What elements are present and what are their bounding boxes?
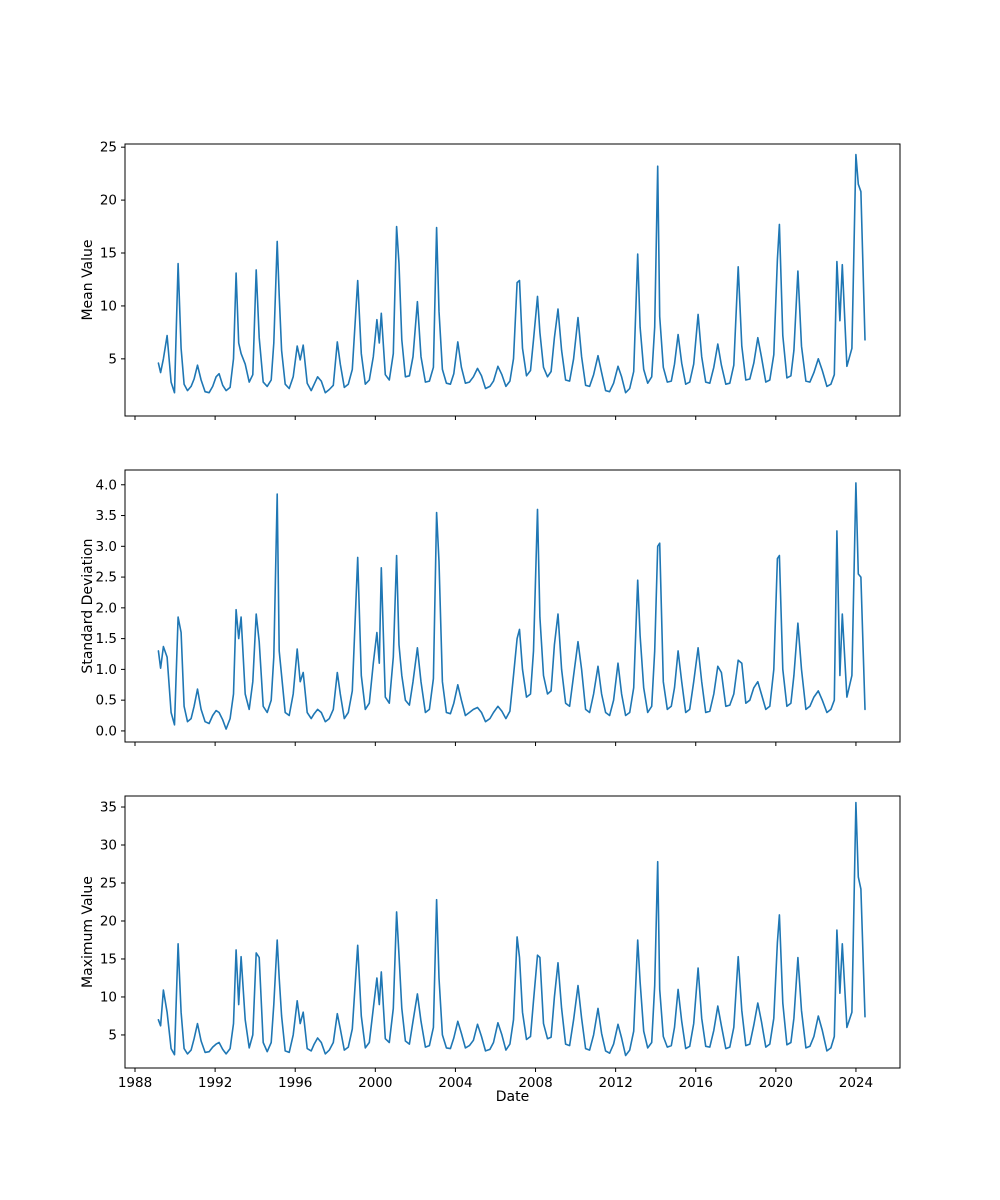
- ylabel-standard-deviation: Standard Deviation: [80, 538, 96, 674]
- x-tick-label: 2024: [839, 1075, 873, 1091]
- y-tick-label: 25: [100, 875, 117, 891]
- axes-frame: [124, 143, 901, 417]
- y-tick-label: 4.0: [96, 477, 117, 493]
- y-tick-label: 2.5: [96, 570, 117, 586]
- y-tick-label: 1.0: [96, 662, 117, 678]
- y-tick-label: 35: [100, 800, 117, 816]
- xlabel-date: Date: [495, 1089, 530, 1105]
- x-tick-label: 1988: [118, 1075, 152, 1091]
- x-tick-label: 2012: [598, 1075, 632, 1091]
- x-tick-label: 2016: [679, 1075, 713, 1091]
- y-tick-label: 15: [100, 951, 117, 967]
- y-tick-label: 3.5: [96, 508, 117, 524]
- y-tick-label: 3.0: [96, 539, 117, 555]
- series-line: [157, 801, 866, 1057]
- x-tick-label: 1996: [278, 1075, 312, 1091]
- y-tick-label: 10: [100, 989, 117, 1005]
- series-line: [157, 153, 866, 394]
- x-tick-label: 2004: [438, 1075, 472, 1091]
- y-tick-label: 20: [100, 193, 117, 209]
- y-tick-label: 5: [108, 1027, 117, 1043]
- y-tick-label: 0.5: [96, 693, 117, 709]
- x-tick-label: 2008: [518, 1075, 552, 1091]
- y-tick-label: 1.5: [96, 631, 117, 647]
- y-tick-label: 25: [100, 140, 117, 156]
- subplot-2: 1988 1992 1996 2000 2004 2008 2012 2016 2020 2024…: [100, 795, 901, 1091]
- y-tick-label: 10: [100, 298, 117, 314]
- x-tick-label: 2000: [358, 1075, 392, 1091]
- y-tick-label: 20: [100, 913, 117, 929]
- y-tick-label: 0.0: [96, 723, 117, 739]
- axes-frame: [124, 795, 901, 1069]
- ylabel-mean-value: Mean Value: [80, 239, 96, 321]
- axes-frame: [124, 469, 901, 743]
- x-tick-label: 2020: [759, 1075, 793, 1091]
- subplot-1: 0.0 0.5 1.0 1.5 2.0 2.5 3.0 3.5 4.0: [96, 469, 901, 746]
- y-tick-label: 2.0: [96, 600, 117, 616]
- ylabel-maximum-value: Maximum Value: [80, 876, 96, 988]
- y-tick-label: 5: [108, 351, 117, 367]
- x-tick-label: 1992: [198, 1075, 232, 1091]
- y-tick-label: 15: [100, 246, 117, 262]
- y-tick-label: 30: [100, 838, 117, 854]
- series-line: [157, 482, 866, 730]
- subplot-0: 5 10 15 20 25: [100, 140, 901, 420]
